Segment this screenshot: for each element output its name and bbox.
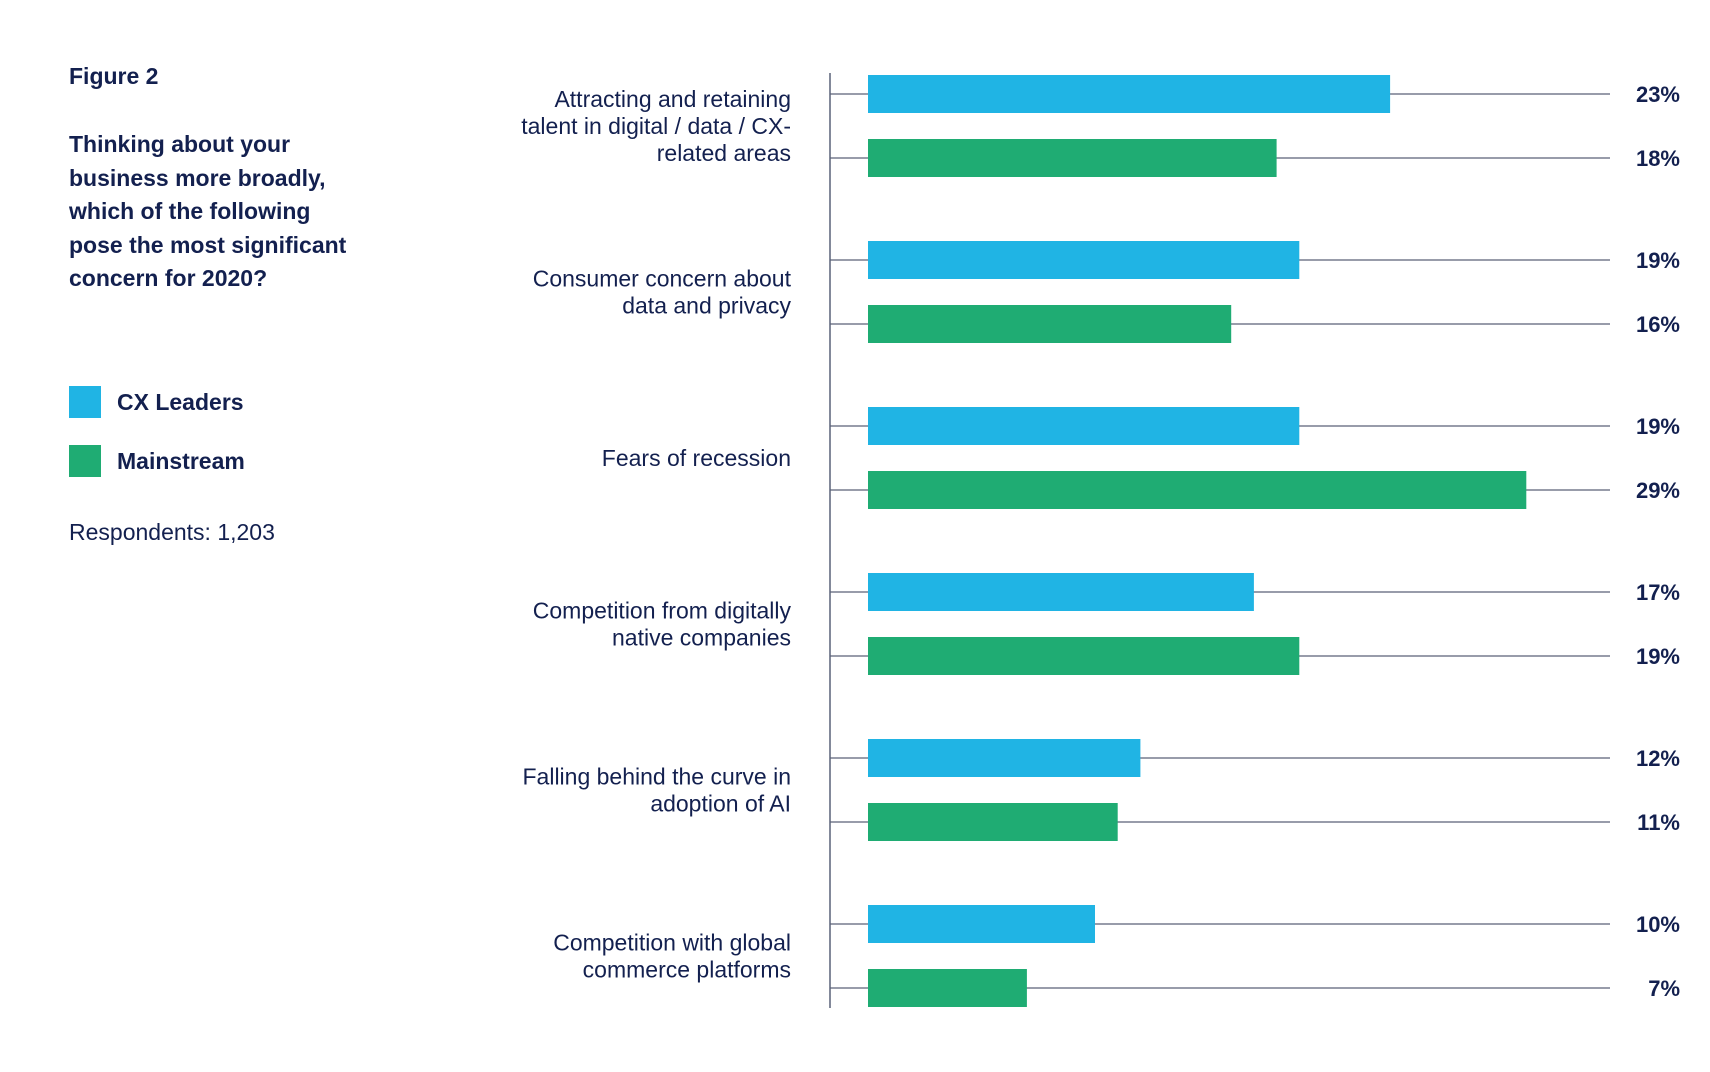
data-label: 19%: [1636, 414, 1680, 439]
category-label: Fears of recession: [602, 445, 791, 471]
respondents-note: Respondents: 1,203: [69, 519, 275, 545]
category-label: Falling behind the curve in: [523, 764, 792, 790]
bar-mainstream: [868, 969, 1027, 1007]
category-label: adoption of AI: [650, 791, 791, 817]
legend-item-mainstream: Mainstream: [69, 445, 245, 477]
bar-cx-leaders: [868, 739, 1141, 777]
category-label: related areas: [657, 140, 791, 166]
data-label: 10%: [1636, 912, 1680, 937]
bar-mainstream: [868, 471, 1527, 509]
bar-mainstream: [868, 305, 1232, 343]
category-label: native companies: [612, 625, 791, 651]
chart-question: Thinking about your business more broadl…: [69, 131, 347, 291]
bar-cx-leaders: [868, 573, 1254, 611]
bar-cx-leaders: [868, 905, 1095, 943]
bar-cx-leaders: [868, 407, 1300, 445]
bar-cx-leaders: [868, 75, 1391, 113]
category-label: Competition from digitally: [533, 598, 792, 624]
data-label: 23%: [1636, 82, 1680, 107]
data-label: 29%: [1636, 478, 1680, 503]
legend-label-mainstream: Mainstream: [117, 447, 245, 474]
bar-mainstream: [868, 637, 1300, 675]
bar-cx-leaders: [868, 241, 1300, 279]
data-label: 7%: [1648, 976, 1680, 1001]
legend-swatch-cx-leaders: [69, 386, 101, 418]
legend-label-cx-leaders: CX Leaders: [117, 388, 244, 415]
data-label: 19%: [1636, 248, 1680, 273]
bar-mainstream: [868, 803, 1118, 841]
category-label: Competition with global: [553, 930, 791, 956]
data-label: 11%: [1637, 810, 1680, 835]
legend-swatch-mainstream: [69, 445, 101, 477]
legend-item-cx-leaders: CX Leaders: [69, 386, 244, 418]
category-label: talent in digital / data / CX-: [521, 113, 791, 139]
data-label: 16%: [1636, 312, 1680, 337]
data-label: 17%: [1636, 580, 1680, 605]
data-label: 12%: [1636, 746, 1680, 771]
figure-label: Figure 2: [69, 63, 159, 89]
category-label: data and privacy: [622, 293, 791, 319]
category-label: commerce platforms: [583, 957, 791, 983]
category-label: Attracting and retaining: [554, 86, 791, 112]
bar-mainstream: [868, 139, 1277, 177]
category-label: Consumer concern about: [533, 266, 792, 292]
data-label: 19%: [1636, 644, 1680, 669]
data-label: 18%: [1636, 146, 1680, 171]
